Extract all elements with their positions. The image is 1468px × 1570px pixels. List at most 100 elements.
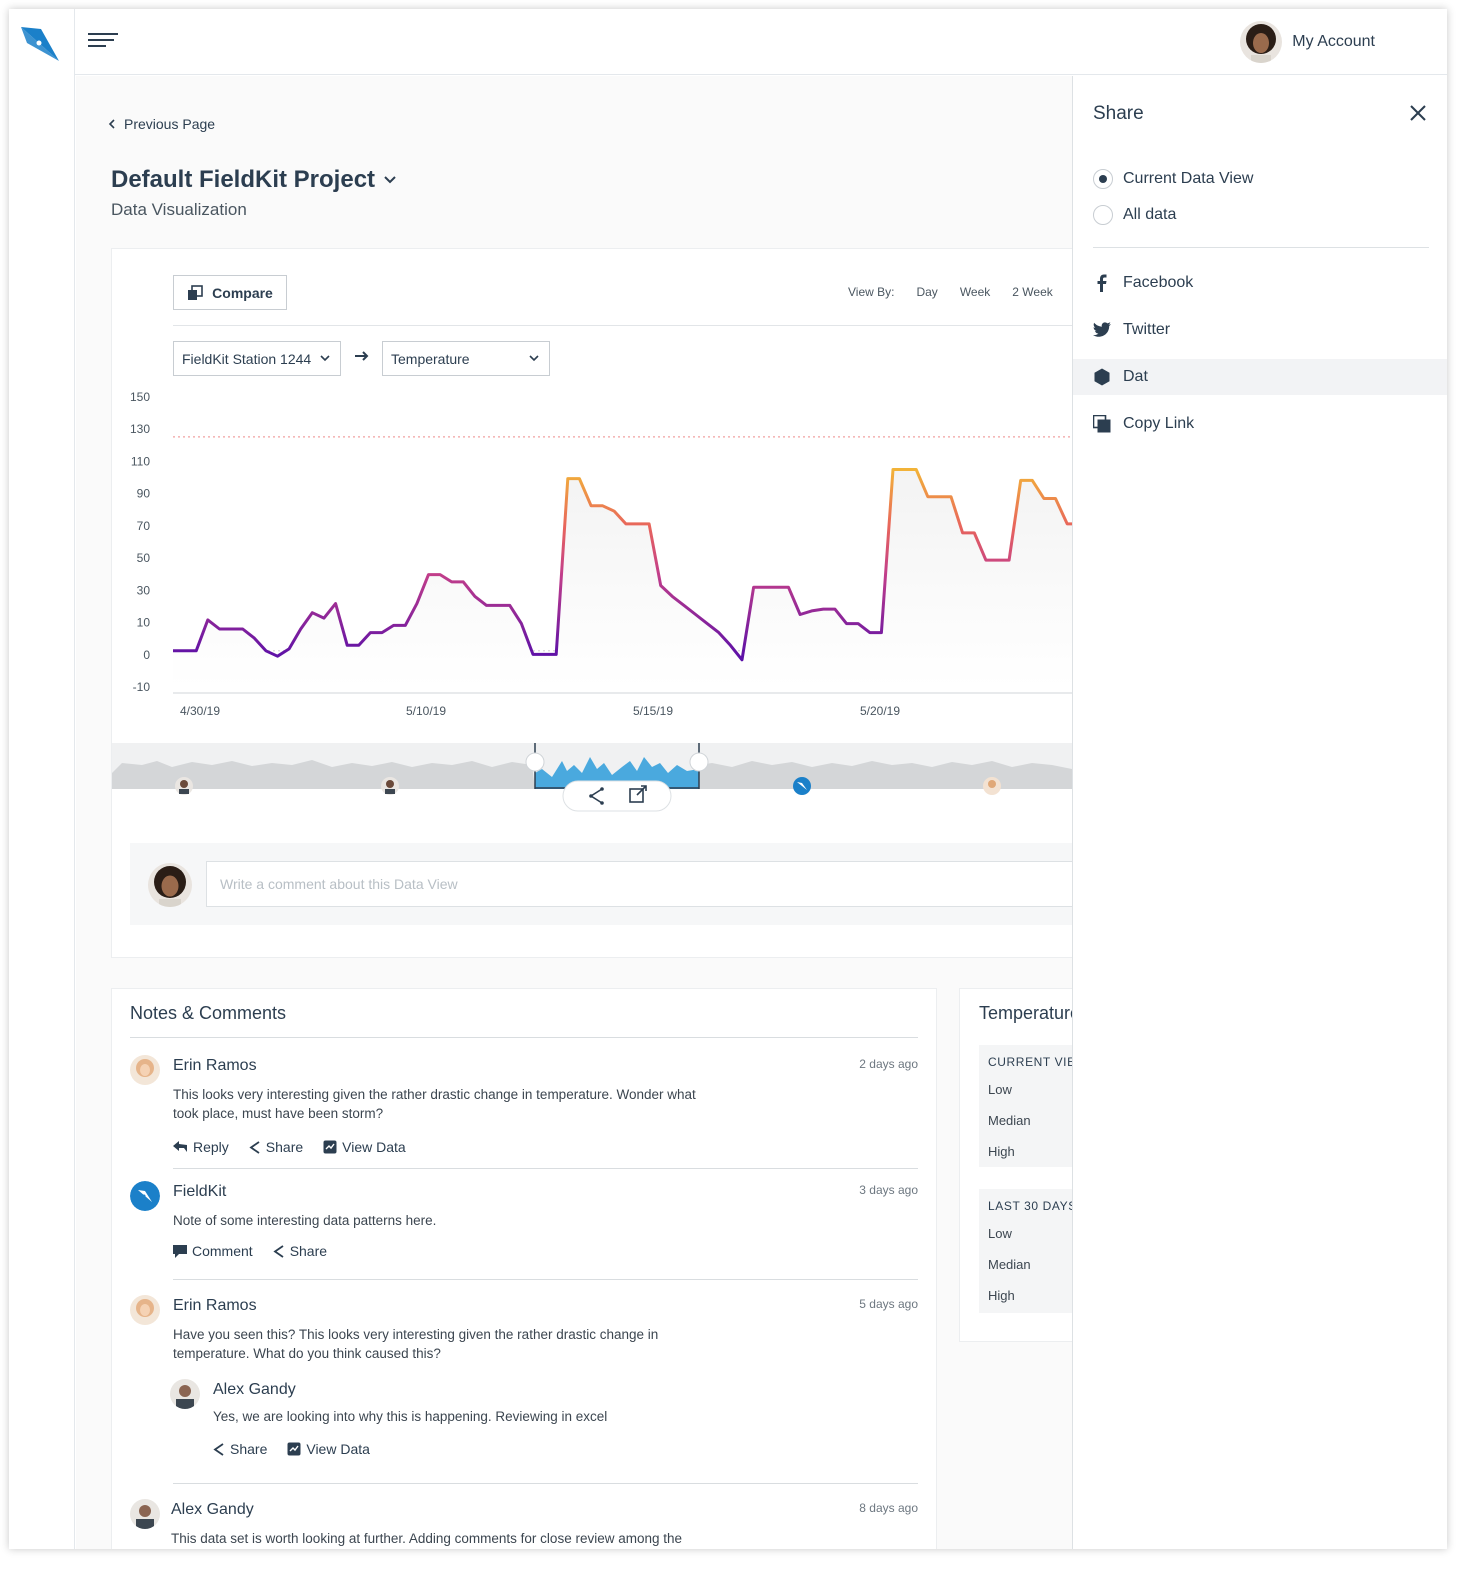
share-option-label: All data — [1123, 206, 1177, 223]
share-button[interactable]: Share — [273, 1243, 327, 1259]
comment-composer — [130, 843, 1072, 925]
avatar — [170, 1379, 200, 1409]
share-label: Share — [230, 1441, 268, 1457]
reply-text: Yes, we are looking into why this is hap… — [213, 1409, 608, 1424]
y-tick-label: 150 — [130, 390, 150, 404]
view-by-label: View By: — [848, 285, 895, 299]
y-tick-label: 70 — [137, 519, 151, 533]
external-link-icon[interactable] — [629, 785, 647, 803]
chevron-down-icon — [529, 355, 539, 362]
stat-median-label: Median — [988, 1257, 1031, 1272]
timeline-fieldkit-marker[interactable] — [793, 777, 811, 795]
share-twitter[interactable]: Twitter — [1073, 312, 1447, 348]
share-label: Share — [289, 1243, 328, 1259]
station-select[interactable]: FieldKit Station 1244 — [173, 341, 341, 376]
notes-title: Notes & Comments — [130, 1003, 287, 1023]
station-select-value: FieldKit Station 1244 — [182, 350, 312, 367]
compare-button[interactable]: Compare — [173, 275, 287, 310]
close-icon[interactable] — [1409, 104, 1427, 122]
hamburger-menu-icon[interactable] — [88, 31, 120, 51]
share-option-current-view[interactable]: Current Data View — [1093, 169, 1253, 189]
toolbar-divider — [173, 325, 1072, 326]
chevron-down-icon[interactable] — [383, 175, 397, 185]
y-tick-label: 90 — [137, 487, 151, 501]
chart-area — [173, 469, 1072, 687]
note-timestamp: 5 days ago — [859, 1297, 918, 1311]
timeline-action-pill — [562, 780, 672, 812]
line-chart[interactable]: 150 130 110 90 70 50 30 10 0 -10 4/30/19 5/10/19 5/… — [112, 389, 1072, 734]
share-target-label: Dat — [1123, 368, 1148, 385]
chart-icon — [287, 1442, 301, 1456]
hexagon-icon — [1094, 368, 1110, 386]
comment-icon — [173, 1244, 187, 1258]
share-button[interactable]: Share — [249, 1139, 303, 1155]
comment-input[interactable] — [206, 861, 1072, 907]
reply-author: Alex Gandy — [213, 1381, 296, 1398]
view-by-day[interactable]: Day — [916, 285, 938, 299]
project-subtitle: Data Visualization — [111, 200, 247, 219]
note-item: Erin Ramos 2 days ago This looks very in… — [130, 1055, 918, 1175]
fieldkit-logo-icon[interactable] — [19, 21, 63, 65]
timeline-handle-right[interactable] — [689, 752, 709, 772]
radio-unselected[interactable] — [1093, 205, 1113, 225]
share-facebook[interactable]: Facebook — [1073, 265, 1447, 301]
x-tick-label: 5/10/19 — [406, 704, 446, 718]
view-by-group: View By: Day Week 2 Week — [848, 285, 1072, 299]
facebook-icon — [1097, 274, 1107, 292]
note-actions: Comment Share — [173, 1243, 347, 1259]
note-author: FieldKit — [173, 1183, 227, 1200]
share-button[interactable]: Share — [213, 1441, 267, 1457]
comment-label: Comment — [192, 1243, 253, 1259]
note-text: This looks very interesting given the ra… — [173, 1087, 696, 1121]
timeline-avatar-alex[interactable] — [175, 777, 193, 795]
view-data-button[interactable]: View Data — [323, 1139, 406, 1155]
account-menu[interactable]: My Account — [1240, 21, 1375, 63]
share-icon[interactable] — [589, 787, 604, 805]
share-option-all-data[interactable]: All data — [1093, 205, 1176, 225]
share-dat[interactable]: Dat — [1073, 359, 1447, 395]
share-divider — [1093, 247, 1429, 248]
timeline-avatar-erin[interactable] — [983, 777, 1001, 795]
note-item: Erin Ramos 5 days ago Have you seen this… — [130, 1295, 918, 1495]
account-label: My Account — [1292, 33, 1375, 50]
previous-page-label: Previous Page — [124, 116, 216, 132]
view-by-week[interactable]: Week — [959, 285, 991, 299]
x-tick-label: 4/30/19 — [180, 704, 220, 718]
note-author: Erin Ramos — [173, 1057, 257, 1074]
y-tick-label: 10 — [137, 616, 151, 630]
current-view-stats: CURRENT VIEW Low Median High — [979, 1045, 1072, 1167]
main-content: Previous Page Default FieldKit Project D… — [76, 76, 1072, 1549]
copy-icon — [1093, 415, 1111, 433]
share-copy-link[interactable]: Copy Link — [1073, 406, 1447, 442]
y-tick-label: 30 — [137, 583, 151, 597]
previous-page-link[interactable]: Previous Page — [108, 116, 215, 132]
chevron-left-icon — [108, 119, 115, 129]
chart-series-line — [173, 468, 1072, 662]
radio-selected[interactable] — [1093, 169, 1113, 189]
timeline-scrubber[interactable] — [112, 743, 1072, 823]
share-target-label: Twitter — [1123, 321, 1171, 338]
sensor-select[interactable]: Temperature — [382, 341, 550, 376]
last-30-days-stats: LAST 30 DAYS Low Median High — [979, 1189, 1072, 1313]
reply-button[interactable]: Reply — [173, 1139, 229, 1155]
stat-median-label: Median — [988, 1113, 1031, 1128]
notes-divider — [130, 1037, 918, 1038]
reply-actions: Share View Data — [213, 1441, 390, 1457]
current-view-heading: CURRENT VIEW — [988, 1055, 1072, 1069]
note-author: Erin Ramos — [173, 1297, 257, 1314]
share-panel: Share Current Data View All data Faceboo… — [1072, 76, 1447, 1549]
temperature-stats-title: Temperature — [979, 1003, 1072, 1023]
view-data-button[interactable]: View Data — [287, 1441, 370, 1457]
note-timestamp: 8 days ago — [859, 1501, 918, 1515]
comment-button[interactable]: Comment — [173, 1243, 253, 1259]
avatar — [130, 1499, 160, 1529]
y-tick-label: -10 — [133, 680, 151, 694]
timeline-handle-left[interactable] — [525, 752, 545, 772]
stat-high-label: High — [988, 1144, 1015, 1159]
view-by-2week[interactable]: 2 Week — [1012, 285, 1053, 299]
timeline-avatar-alex[interactable] — [381, 777, 399, 795]
view-data-label: View Data — [342, 1139, 406, 1155]
app-window: My Account Previous Page Default FieldKi… — [9, 9, 1447, 1549]
note-text: Note of some interesting data patterns h… — [173, 1213, 437, 1228]
stat-high-label: High — [988, 1288, 1015, 1303]
